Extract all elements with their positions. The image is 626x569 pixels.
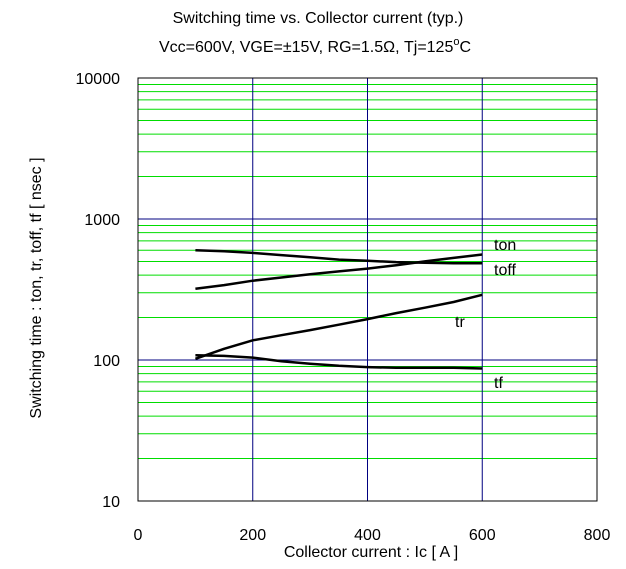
y-tick-label: 100: [93, 353, 120, 370]
x-axis-label: Collector current : Ic [ A ]: [284, 544, 458, 561]
chart-subtitle: Vcc=600V, VGE=±15V, RG=1.5Ω, Tj=125oC: [159, 36, 471, 56]
series-label-ton: ton: [494, 237, 516, 254]
y-tick-label: 1000: [84, 212, 120, 229]
x-tick-label: 400: [354, 527, 381, 544]
x-tick-label: 600: [469, 527, 496, 544]
x-tick-label: 800: [584, 527, 611, 544]
series-labels: ton toff tr tf: [455, 237, 517, 392]
series-line-ton: [195, 253, 483, 291]
series-line-tf: [195, 354, 483, 370]
series-layer: [194, 249, 483, 370]
y-tick-label: 10000: [76, 71, 121, 88]
series-line-toff: [195, 249, 483, 265]
y-axis-label: Switching time : ton, tr, toff, tf [ nse…: [28, 157, 45, 418]
series-line-tr: [194, 293, 483, 360]
series-label-tf: tf: [494, 375, 503, 392]
x-tick-label: 200: [239, 527, 266, 544]
tick-labels: 0 200 400 600 800 10 100 1000 10000: [76, 71, 611, 544]
chart-title: Switching time vs. Collector current (ty…: [173, 10, 464, 27]
series-label-tr: tr: [455, 314, 465, 331]
grid: [138, 78, 597, 501]
plot-frame: [137, 77, 598, 502]
y-tick-label: 10: [102, 494, 120, 511]
x-tick-label: 0: [134, 527, 143, 544]
series-label-toff: toff: [494, 262, 517, 279]
